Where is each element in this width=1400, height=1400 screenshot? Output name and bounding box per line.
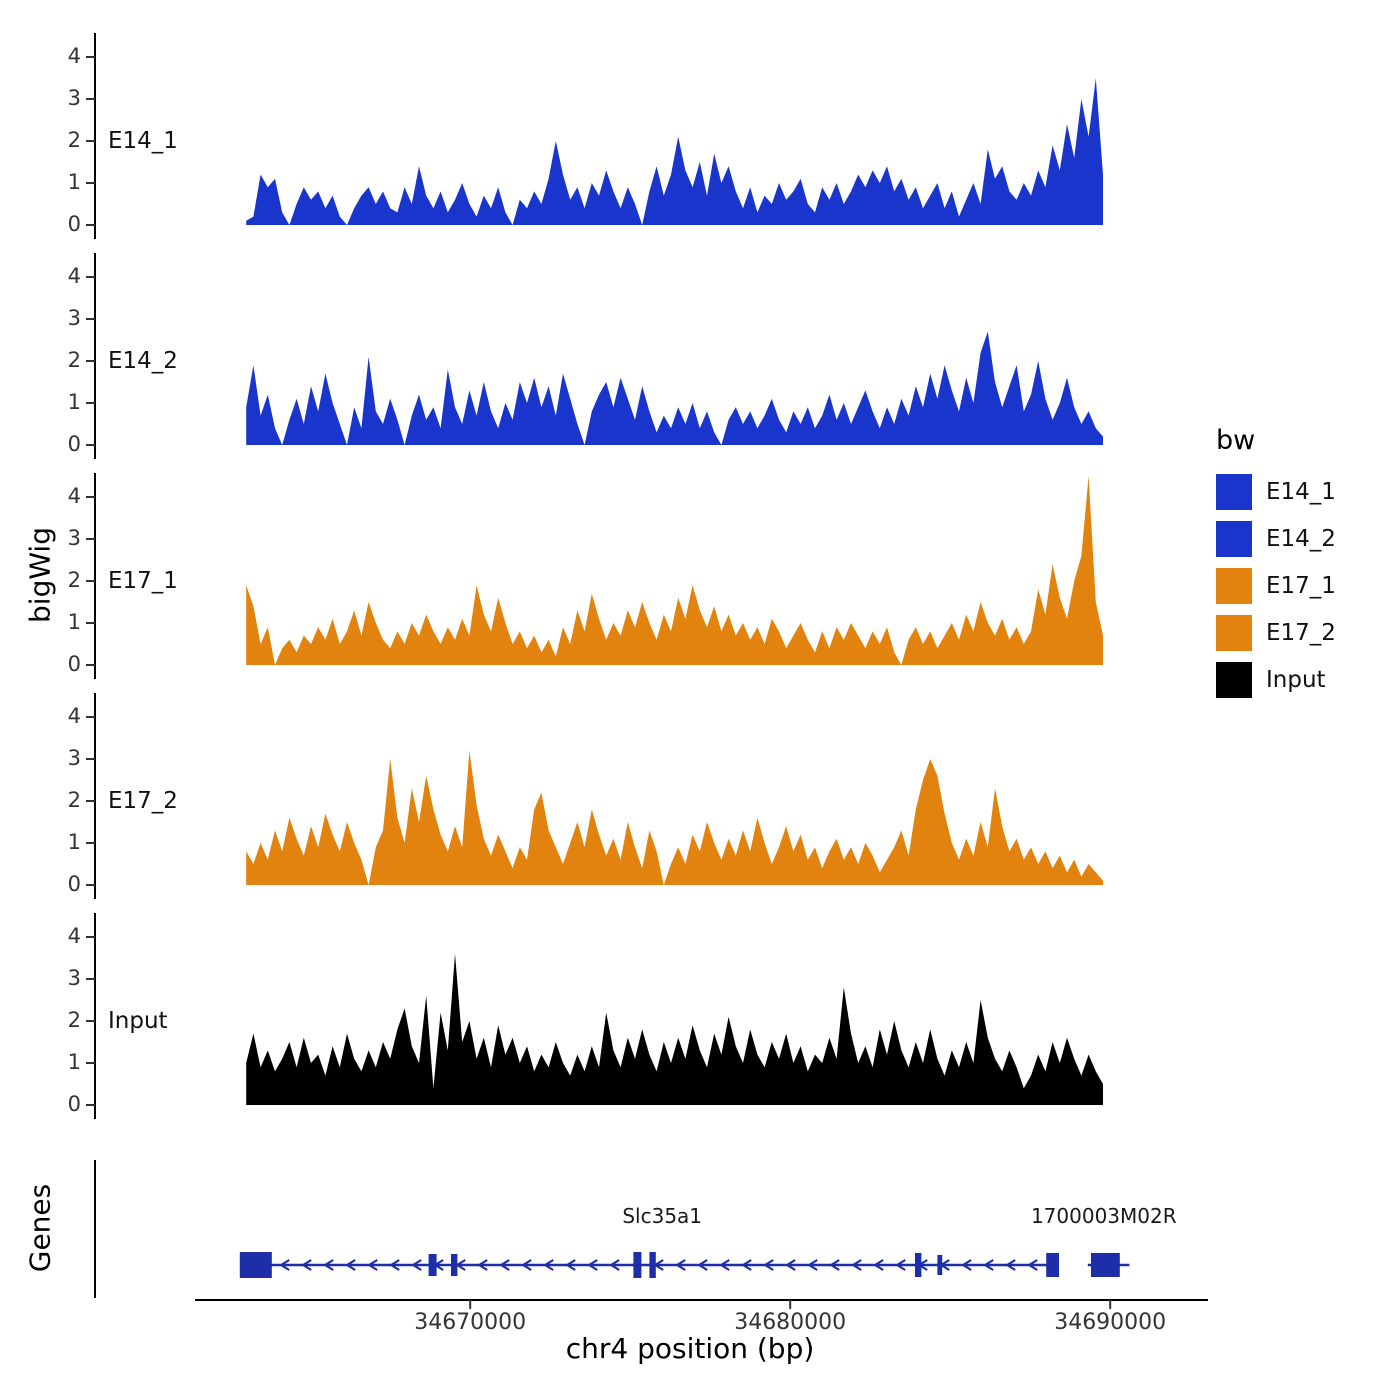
x-tick-label-34690000: 34690000	[1054, 1310, 1167, 1335]
strand-arrow-left-icon	[741, 1259, 752, 1271]
track-label-e17-2: E17_2	[108, 788, 178, 814]
strand-arrow-left-icon	[565, 1259, 576, 1271]
legend-swatch-e14-2	[1216, 521, 1252, 557]
strand-arrow-left-icon	[367, 1259, 378, 1271]
strand-arrow-left-icon	[895, 1259, 906, 1271]
strand-arrow-left-icon	[763, 1259, 774, 1271]
strand-arrow-left-icon	[719, 1259, 730, 1271]
y-tick-label: 3	[67, 746, 81, 770]
y-tick-label: 0	[67, 1092, 81, 1116]
y-tick-label: 0	[67, 872, 81, 896]
legend-swatch-e14-1	[1216, 474, 1252, 510]
strand-arrow-left-icon	[587, 1259, 598, 1271]
y-tick-label: 2	[67, 568, 81, 592]
strand-arrow-left-icon	[1027, 1259, 1038, 1271]
strand-arrow-left-icon	[609, 1259, 620, 1271]
y-tick-label: 3	[67, 526, 81, 550]
y-tick-label: 3	[67, 86, 81, 110]
y-tick-label: 4	[67, 44, 81, 68]
y-tick-label: 4	[67, 704, 81, 728]
y-tick-label: 1	[67, 610, 81, 634]
strand-arrow-left-icon	[543, 1259, 554, 1271]
strand-arrow-left-icon	[697, 1259, 708, 1271]
gene-exon-box	[649, 1252, 656, 1278]
y-tick-label: 2	[67, 1008, 81, 1032]
strand-arrow-left-icon	[411, 1259, 422, 1271]
gene-label-slc35a1: Slc35a1	[622, 1204, 703, 1228]
y-tick-label: 2	[67, 348, 81, 372]
strand-arrow-left-icon	[1005, 1259, 1016, 1271]
legend-item-e17-2: E17_2	[1216, 615, 1336, 651]
strand-arrow-left-icon	[323, 1259, 334, 1271]
strand-arrow-left-icon	[785, 1259, 796, 1271]
strand-arrow-left-icon	[829, 1259, 840, 1271]
strand-arrow-left-icon	[961, 1259, 972, 1271]
coverage-area-e17_1	[246, 476, 1103, 665]
genes-axis-label: Genes	[23, 1183, 57, 1273]
x-tick-label-34680000: 34680000	[734, 1310, 847, 1335]
legend-label: Input	[1266, 667, 1326, 693]
y-tick-label: 4	[67, 924, 81, 948]
legend-swatch-e17-1	[1216, 568, 1252, 604]
legend-label: E14_2	[1266, 526, 1336, 552]
track-label-input: Input	[108, 1008, 168, 1034]
coverage-area-e14_2	[246, 331, 1103, 445]
legend-item-e14-2: E14_2	[1216, 521, 1336, 557]
strand-arrow-left-icon	[499, 1259, 510, 1271]
strand-arrow-left-icon	[983, 1259, 994, 1271]
x-tick-label-34670000: 34670000	[414, 1310, 527, 1335]
y-tick-label: 0	[67, 212, 81, 236]
legend-item-e17-1: E17_1	[1216, 568, 1336, 604]
legend-item-input: Input	[1216, 662, 1336, 698]
y-tick-label: 0	[67, 652, 81, 676]
legend-swatch-e17-2	[1216, 615, 1252, 651]
y-tick-label: 2	[67, 128, 81, 152]
strand-arrow-left-icon	[477, 1259, 488, 1271]
strand-arrow-left-icon	[345, 1259, 356, 1271]
strand-arrow-left-icon	[873, 1259, 884, 1271]
y-tick-label: 4	[67, 264, 81, 288]
y-tick-label: 1	[67, 1050, 81, 1074]
legend-swatch-input	[1216, 662, 1252, 698]
gene-exon-box	[428, 1254, 437, 1276]
y-tick-label: 3	[67, 966, 81, 990]
y-tick-label: 4	[67, 484, 81, 508]
gene-exon-box	[937, 1255, 943, 1275]
y-tick-label: 1	[67, 390, 81, 414]
strand-arrow-left-icon	[675, 1259, 686, 1271]
legend-item-e14-1: E14_1	[1216, 474, 1336, 510]
strand-arrow-left-icon	[807, 1259, 818, 1271]
strand-arrow-left-icon	[521, 1259, 532, 1271]
coverage-area-input	[246, 953, 1103, 1105]
track-label-e14-1: E14_1	[108, 128, 178, 154]
y-tick-label: 1	[67, 170, 81, 194]
y-tick-label: 3	[67, 306, 81, 330]
gene-exon-box	[1046, 1253, 1059, 1277]
strand-arrow-left-icon	[389, 1259, 400, 1271]
legend-label: E17_1	[1266, 573, 1336, 599]
coverage-area-e17_2	[246, 750, 1103, 885]
gene-label-1700003m02r: 1700003M02R	[1030, 1204, 1177, 1228]
y-tick-label: 2	[67, 788, 81, 812]
gene-exon-box	[239, 1252, 272, 1278]
legend-label: E14_1	[1266, 479, 1336, 505]
strand-arrow-left-icon	[301, 1259, 312, 1271]
legend-title: bw	[1216, 425, 1256, 456]
track-label-e14-2: E14_2	[108, 348, 178, 374]
legend: bw E14_1 E14_2 E17_1 E17_2 Input	[1216, 425, 1336, 709]
y-tick-label: 1	[67, 830, 81, 854]
gene-exon-box	[451, 1254, 458, 1276]
track-label-e17-1: E17_1	[108, 568, 178, 594]
gene-exon-box	[1091, 1253, 1120, 1277]
legend-label: E17_2	[1266, 620, 1336, 646]
gene-exon-box	[633, 1252, 642, 1278]
strand-arrow-left-icon	[851, 1259, 862, 1271]
x-axis-label: chr4 position (bp)	[565, 1332, 815, 1365]
coverage-area-e14_1	[246, 78, 1103, 225]
gene-exon-box	[915, 1253, 922, 1277]
y-tick-label: 0	[67, 432, 81, 456]
strand-arrow-left-icon	[279, 1259, 290, 1271]
